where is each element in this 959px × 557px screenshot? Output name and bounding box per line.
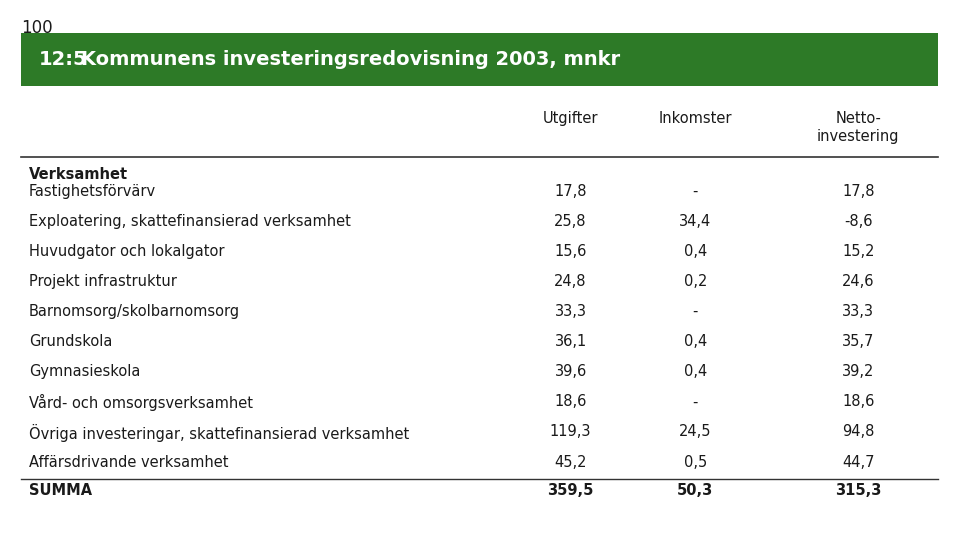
Text: Kommunens investeringsredovisning 2003, mnkr: Kommunens investeringsredovisning 2003, … — [81, 50, 620, 70]
Text: 35,7: 35,7 — [842, 334, 875, 349]
Text: Gymnasieskola: Gymnasieskola — [29, 364, 140, 379]
Text: 18,6: 18,6 — [842, 394, 875, 409]
Text: 0,4: 0,4 — [684, 334, 707, 349]
Text: Barnomsorg/skolbarnomsorg: Barnomsorg/skolbarnomsorg — [29, 304, 240, 319]
Text: 50,3: 50,3 — [677, 483, 713, 499]
Text: 0,4: 0,4 — [684, 244, 707, 259]
Text: 0,2: 0,2 — [684, 274, 707, 289]
Text: Fastighetsförvärv: Fastighetsförvärv — [29, 184, 156, 199]
Text: 33,3: 33,3 — [842, 304, 875, 319]
Text: -8,6: -8,6 — [844, 214, 873, 229]
Text: Huvudgator och lokalgator: Huvudgator och lokalgator — [29, 244, 224, 259]
Text: 94,8: 94,8 — [842, 424, 875, 439]
Text: 359,5: 359,5 — [548, 483, 594, 499]
Text: Övriga investeringar, skattefinansierad verksamhet: Övriga investeringar, skattefinansierad … — [29, 424, 409, 442]
Text: 17,8: 17,8 — [554, 184, 587, 199]
Text: 15,2: 15,2 — [842, 244, 875, 259]
Text: 0,4: 0,4 — [684, 364, 707, 379]
Text: 34,4: 34,4 — [679, 214, 712, 229]
Text: 39,2: 39,2 — [842, 364, 875, 379]
Text: 24,8: 24,8 — [554, 274, 587, 289]
Text: 0,5: 0,5 — [684, 455, 707, 470]
Text: Affärsdrivande verksamhet: Affärsdrivande verksamhet — [29, 455, 228, 470]
Text: Exploatering, skattefinansierad verksamhet: Exploatering, skattefinansierad verksamh… — [29, 214, 351, 229]
Text: Grundskola: Grundskola — [29, 334, 112, 349]
Text: 39,6: 39,6 — [554, 364, 587, 379]
Text: -: - — [692, 304, 698, 319]
Text: 25,8: 25,8 — [554, 214, 587, 229]
Text: 15,6: 15,6 — [554, 244, 587, 259]
Text: Vård- och omsorgsverksamhet: Vård- och omsorgsverksamhet — [29, 394, 253, 412]
Text: 119,3: 119,3 — [550, 424, 592, 439]
Text: 36,1: 36,1 — [554, 334, 587, 349]
Text: 44,7: 44,7 — [842, 455, 875, 470]
Text: Inkomster: Inkomster — [659, 111, 732, 126]
Text: Projekt infrastruktur: Projekt infrastruktur — [29, 274, 176, 289]
Text: 33,3: 33,3 — [554, 304, 587, 319]
Text: SUMMA: SUMMA — [29, 483, 92, 499]
Text: -: - — [692, 184, 698, 199]
Text: Utgifter: Utgifter — [543, 111, 598, 126]
Text: 45,2: 45,2 — [554, 455, 587, 470]
Text: -: - — [692, 394, 698, 409]
Text: Verksamhet: Verksamhet — [29, 167, 128, 182]
Text: 12:5: 12:5 — [38, 50, 87, 70]
Text: 100: 100 — [21, 19, 53, 37]
Text: 24,5: 24,5 — [679, 424, 712, 439]
Text: Netto-
investering: Netto- investering — [817, 111, 900, 144]
Text: 315,3: 315,3 — [835, 483, 881, 499]
Text: 24,6: 24,6 — [842, 274, 875, 289]
Text: 17,8: 17,8 — [842, 184, 875, 199]
Text: 18,6: 18,6 — [554, 394, 587, 409]
